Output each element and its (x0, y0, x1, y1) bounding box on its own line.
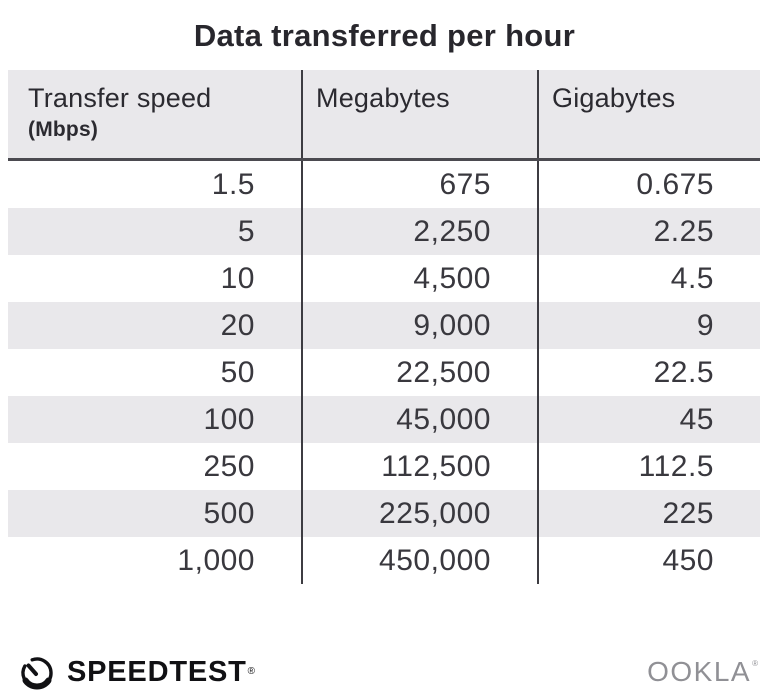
cell-megabytes: 450,000 (303, 537, 539, 584)
cell-speed: 1,000 (8, 537, 303, 584)
header-cell-transfer-speed: Transfer speed (Mbps) (8, 70, 303, 158)
table-row: 1.5 675 0.675 (8, 161, 760, 208)
cell-megabytes: 112,500 (303, 443, 539, 490)
cell-gigabytes: 450 (662, 543, 714, 577)
cell-speed: 5 (8, 208, 303, 255)
cell-gigabytes: 225 (662, 496, 714, 530)
table-row: 5 2,250 2.25 (8, 208, 760, 255)
footer: SPEEDTEST ® OOKLA ® (17, 651, 758, 693)
cell-megabytes: 2,250 (303, 208, 539, 255)
cell-speed: 100 (8, 396, 303, 443)
cell-speed: 10 (8, 255, 303, 302)
ookla-wordmark: OOKLA (647, 656, 752, 687)
cell-megabytes: 675 (303, 161, 539, 208)
cell-gigabytes: 22.5 (653, 355, 714, 389)
speedtest-wordmark: SPEEDTEST (67, 655, 247, 688)
cell-gigabytes: 112.5 (638, 449, 714, 483)
cell-speed: 50 (8, 349, 303, 396)
header-cell-megabytes: Megabytes (303, 70, 539, 158)
speedtest-logo: SPEEDTEST ® (17, 652, 256, 692)
cell-speed: 500 (8, 490, 303, 537)
table-row: 50 22,500 22.5 (8, 349, 760, 396)
registered-trademark-icon: ® (752, 659, 758, 668)
cell-megabytes: 4,500 (303, 255, 539, 302)
header-cell-gigabytes: Gigabytes (539, 70, 760, 158)
page-title: Data transferred per hour (193, 18, 576, 53)
table-row: 100 45,000 45 (8, 396, 760, 443)
header-sublabel-mbps: (Mbps) (28, 118, 99, 141)
cell-gigabytes: 2.25 (653, 214, 714, 248)
table-row: 500 225,000 225 (8, 490, 760, 537)
table-row: 1,000 450,000 450 (8, 537, 760, 584)
table-row: 20 9,000 9 (8, 302, 760, 349)
ookla-logo: OOKLA ® (647, 656, 758, 687)
table-row: 250 112,500 112.5 (8, 443, 760, 490)
cell-gigabytes: 9 (696, 308, 714, 342)
table-row: 10 4,500 4.5 (8, 255, 760, 302)
cell-megabytes: 225,000 (303, 490, 539, 537)
header-row: Transfer speed (Mbps) Megabytes Gigabyte… (8, 70, 760, 161)
header-label: Megabytes (316, 83, 450, 113)
speedtest-gauge-icon (17, 652, 57, 692)
cell-megabytes: 22,500 (303, 349, 539, 396)
data-table: Transfer speed (Mbps) Megabytes Gigabyte… (8, 70, 760, 584)
cell-gigabytes: 4.5 (670, 261, 714, 295)
cell-gigabytes: 0.675 (636, 167, 714, 201)
cell-speed: 1.5 (8, 161, 303, 208)
header-label: Transfer speed (28, 83, 212, 113)
cell-megabytes: 45,000 (303, 396, 539, 443)
header-label: Gigabytes (552, 83, 676, 113)
cell-speed: 20 (8, 302, 303, 349)
cell-speed: 250 (8, 443, 303, 490)
cell-megabytes: 9,000 (303, 302, 539, 349)
table-body: 1.5 675 0.675 5 2,250 2.25 10 4,500 4.5 … (8, 161, 760, 584)
cell-gigabytes: 45 (679, 402, 714, 436)
registered-trademark-icon: ® (247, 665, 256, 677)
